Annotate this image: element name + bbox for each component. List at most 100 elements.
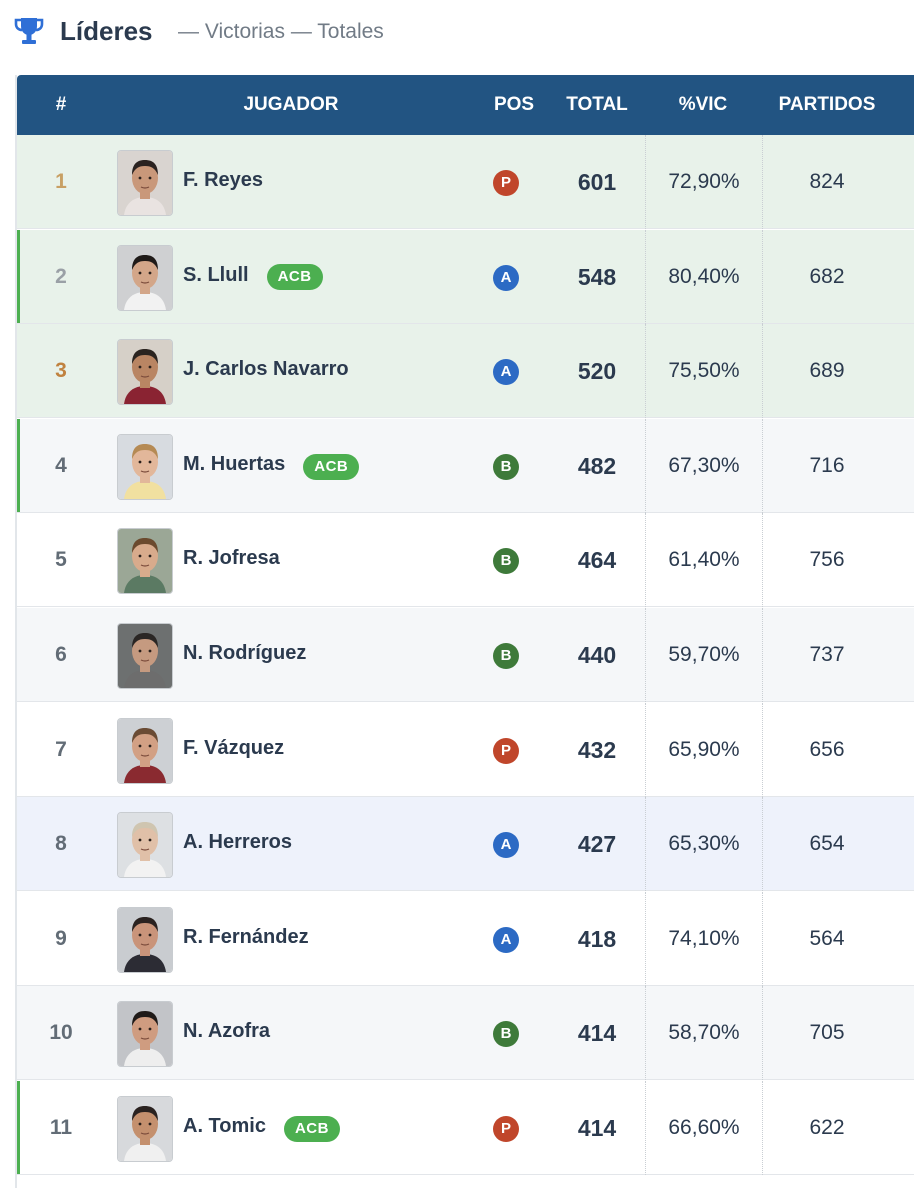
col-header-pos[interactable]: POS xyxy=(493,94,535,115)
leaders-table: # JUGADOR POS TOTAL %VIC PARTIDOS 1 F. Re… xyxy=(15,75,914,1188)
table-row[interactable]: 7 F. Vázquez P 432 65,90% 656 xyxy=(17,702,914,797)
total-cell: 414 xyxy=(577,1020,617,1047)
position-cell: A xyxy=(473,892,541,986)
position-cell: A xyxy=(473,797,541,891)
position-badge: B xyxy=(493,453,519,480)
win-pct-cell: 65,90% xyxy=(645,702,763,797)
table-row[interactable]: 10 N. Azofra B 414 58,70% 705 xyxy=(17,986,914,1081)
rank-cell: 10 xyxy=(49,1021,73,1045)
table-header: # JUGADOR POS TOTAL %VIC PARTIDOS xyxy=(17,75,914,135)
player-name[interactable]: F. Vázquez xyxy=(183,703,284,797)
position-cell: A xyxy=(473,324,541,418)
player-avatar[interactable] xyxy=(117,717,173,784)
win-pct-cell: 74,10% xyxy=(645,891,763,986)
player-avatar[interactable] xyxy=(117,1001,173,1068)
col-header-rank[interactable]: # xyxy=(55,94,67,115)
player-name-text[interactable]: S. Llull xyxy=(183,263,249,286)
position-badge: A xyxy=(493,832,519,859)
win-pct-cell: 61,40% xyxy=(645,513,763,608)
player-name[interactable]: J. Carlos Navarro xyxy=(183,324,349,418)
games-cell: 689 xyxy=(809,359,845,383)
position-cell: B xyxy=(473,986,541,1080)
player-name-text[interactable]: N. Azofra xyxy=(183,1020,271,1043)
player-name-text[interactable]: R. Jofresa xyxy=(183,547,280,570)
table-row[interactable]: 4 M. Huertas ACB B 482 67,30% 716 xyxy=(17,418,914,513)
player-name[interactable]: F. Reyes xyxy=(183,135,263,229)
acb-badge: ACB xyxy=(283,1115,340,1142)
win-pct-cell: 75,50% xyxy=(645,324,763,419)
position-badge: B xyxy=(493,1021,519,1048)
position-cell: B xyxy=(473,419,541,513)
player-name[interactable]: N. Azofra xyxy=(183,986,270,1080)
player-avatar[interactable] xyxy=(117,433,173,500)
page-title: Líderes xyxy=(60,16,153,46)
total-cell: 418 xyxy=(577,925,617,952)
player-avatar[interactable] xyxy=(117,906,173,973)
rank-cell: 6 xyxy=(55,643,67,666)
position-badge: P xyxy=(493,1116,519,1142)
player-avatar[interactable] xyxy=(117,339,173,406)
total-cell: 414 xyxy=(577,1115,617,1141)
page-header: Líderes — Victorias — Totales xyxy=(0,0,914,64)
acb-badge: ACB xyxy=(303,453,360,480)
total-cell: 482 xyxy=(577,452,617,479)
player-name[interactable]: M. Huertas ACB xyxy=(183,419,360,513)
position-cell: P xyxy=(473,703,541,797)
position-badge: A xyxy=(493,359,519,386)
games-cell: 824 xyxy=(809,170,845,193)
table-row[interactable]: 5 R. Jofresa B 464 61,40% 756 xyxy=(17,513,914,608)
acb-badge: ACB xyxy=(266,264,323,291)
games-cell: 622 xyxy=(809,1116,845,1139)
rank-cell: 3 xyxy=(55,359,67,383)
player-name-text[interactable]: F. Vázquez xyxy=(183,736,285,759)
player-name-text[interactable]: R. Fernández xyxy=(183,925,309,948)
total-cell: 464 xyxy=(577,547,617,574)
player-name[interactable]: A. Herreros xyxy=(183,797,292,891)
player-name[interactable]: N. Rodríguez xyxy=(183,608,306,702)
player-name-text[interactable]: M. Huertas xyxy=(183,452,286,475)
win-pct-cell: 66,60% xyxy=(645,1081,763,1175)
player-avatar[interactable] xyxy=(117,1096,173,1162)
games-cell: 737 xyxy=(809,643,845,666)
player-name-text[interactable]: A. Herreros xyxy=(183,831,292,854)
page-subtitle: — Victorias — Totales xyxy=(178,20,384,43)
rank-cell: 1 xyxy=(55,170,67,193)
player-name-text[interactable]: A. Tomic xyxy=(183,1115,266,1137)
player-avatar[interactable] xyxy=(117,244,173,311)
rank-cell: 11 xyxy=(49,1116,73,1139)
win-pct-cell: 59,70% xyxy=(645,608,763,702)
position-badge: P xyxy=(493,170,519,196)
games-cell: 705 xyxy=(809,1021,845,1045)
player-name-text[interactable]: F. Reyes xyxy=(183,169,264,191)
player-avatar[interactable] xyxy=(117,623,173,689)
col-header-total[interactable]: TOTAL xyxy=(566,94,628,115)
table-row[interactable]: 8 A. Herreros A 427 65,30% 654 xyxy=(17,797,914,892)
player-avatar[interactable] xyxy=(117,528,173,595)
player-name[interactable]: R. Jofresa xyxy=(183,513,280,607)
col-header-games[interactable]: PARTIDOS xyxy=(778,94,876,115)
table-row[interactable]: 1 F. Reyes P 601 72,90% 824 xyxy=(17,135,914,229)
player-name[interactable]: S. Llull ACB xyxy=(183,230,323,324)
table-row[interactable]: 9 R. Fernández A 418 74,10% 564 xyxy=(17,891,914,986)
table-row[interactable]: 11 A. Tomic ACB P 414 66,60% 622 xyxy=(17,1081,914,1175)
player-name-text[interactable]: J. Carlos Navarro xyxy=(183,358,349,381)
table-row[interactable]: 3 J. Carlos Navarro A 520 75,50% 689 xyxy=(17,324,914,419)
col-header-win-pct[interactable]: %VIC xyxy=(678,94,728,115)
win-pct-cell: 67,30% xyxy=(645,418,763,513)
player-name[interactable]: R. Fernández xyxy=(183,892,309,986)
rank-cell: 5 xyxy=(55,548,67,572)
col-header-player[interactable]: JUGADOR xyxy=(243,94,339,115)
total-cell: 440 xyxy=(577,642,617,668)
player-name-text[interactable]: N. Rodríguez xyxy=(183,642,307,664)
total-cell: 548 xyxy=(577,263,617,290)
table-row[interactable]: 6 N. Rodríguez B 440 59,70% 737 xyxy=(17,608,914,702)
player-avatar[interactable] xyxy=(117,150,173,216)
rank-cell: 2 xyxy=(55,264,67,288)
games-cell: 682 xyxy=(809,264,845,288)
player-name[interactable]: A. Tomic ACB xyxy=(183,1081,340,1175)
player-avatar[interactable] xyxy=(117,812,173,879)
win-pct-cell: 58,70% xyxy=(645,986,763,1081)
position-cell: B xyxy=(473,608,541,702)
position-badge: P xyxy=(493,737,519,764)
table-row[interactable]: 2 S. Llull ACB A 548 80,40% 682 xyxy=(17,229,914,324)
